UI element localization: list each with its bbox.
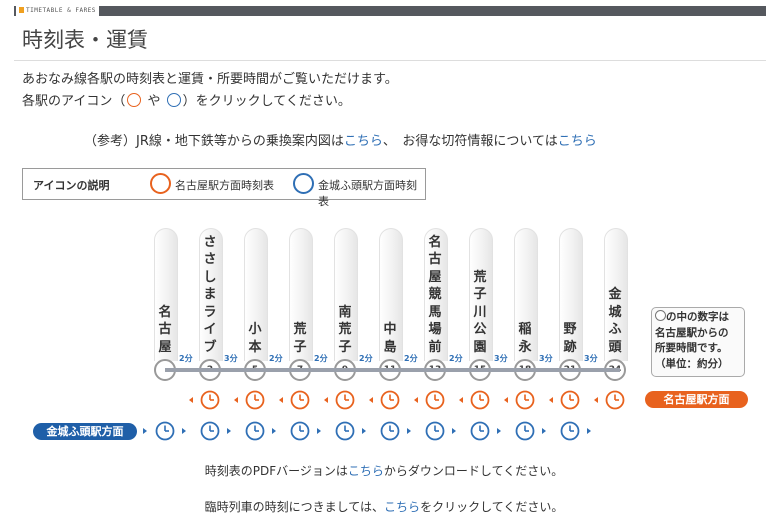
extra-train-note: 臨時列車の時刻につきましては、こちらをクリックしてください。: [204, 500, 564, 514]
arrow-left-icon: [414, 397, 418, 403]
travel-time-label: 2分: [179, 354, 193, 363]
direction-label-kinjofuto: 金城ふ頭駅方面: [33, 423, 137, 440]
arrow-left-icon: [189, 397, 193, 403]
travel-time-label: 3分: [494, 354, 508, 363]
travel-time-label: 2分: [449, 354, 463, 363]
arrow-left-icon: [594, 397, 598, 403]
clock-icon[interactable]: [200, 390, 220, 410]
legend-orange-label: 名古屋駅方面時刻表: [175, 179, 274, 192]
travel-time-label: 2分: [359, 354, 373, 363]
pdf-download-link[interactable]: こちら: [347, 464, 384, 478]
arrow-right-icon: [272, 428, 276, 434]
clock-icon: [293, 173, 314, 194]
route-line: [165, 368, 620, 372]
travel-time-label: 3分: [224, 354, 238, 363]
arrow-right-icon: [407, 428, 411, 434]
arrow-left-icon: [279, 397, 283, 403]
arrow-right-icon: [317, 428, 321, 434]
clock-icon[interactable]: [470, 390, 490, 410]
clock-icon[interactable]: [290, 421, 310, 441]
legend-title: アイコンの説明: [33, 179, 110, 192]
arrow-left-icon: [504, 397, 508, 403]
circle-icon: [655, 310, 666, 321]
station-pill: [154, 228, 178, 361]
travel-time-label: 2分: [269, 354, 283, 363]
station-name: 荒子: [293, 322, 307, 355]
icon-legend: アイコンの説明 名古屋駅方面時刻表 金城ふ頭駅方面時刻表: [22, 168, 426, 208]
arrow-right-icon: [497, 428, 501, 434]
station-name: 荒子川公園: [473, 269, 487, 355]
clock-icon[interactable]: [515, 421, 535, 441]
arrow-left-icon: [549, 397, 553, 403]
clock-icon[interactable]: [560, 390, 580, 410]
station-name: 名古屋: [158, 304, 172, 355]
station-name: 南荒子: [338, 304, 352, 355]
minutes-note: の中の数字は 名古屋駅からの 所要時間です。 （単位：約分）: [651, 307, 745, 377]
station-pill: [469, 228, 493, 361]
clock-icon[interactable]: [155, 421, 175, 441]
station-pill: [424, 228, 448, 361]
clock-icon[interactable]: [470, 421, 490, 441]
clock-icon[interactable]: [290, 390, 310, 410]
arrow-right-icon: [452, 428, 456, 434]
clock-icon[interactable]: [425, 390, 445, 410]
arrow-right-icon: [227, 428, 231, 434]
clock-icon-orange-sample: [127, 93, 142, 107]
title-divider: [14, 60, 766, 61]
arrow-left-icon: [234, 397, 238, 403]
station-pill: [379, 228, 403, 361]
clock-icon[interactable]: [245, 421, 265, 441]
travel-time-label: 2分: [314, 354, 328, 363]
pdf-note: 時刻表のPDFバージョンはこちらからダウンロードしてください。: [204, 464, 564, 478]
station-pill: [244, 228, 268, 361]
clock-icon[interactable]: [200, 421, 220, 441]
intro-text: あおなみ線各駅の時刻表と運賃・所要時間がご覧いただけます。 各駅のアイコン（ や…: [22, 72, 398, 109]
arrow-left-icon: [459, 397, 463, 403]
station-name: 名古屋競馬場前: [428, 234, 442, 355]
reference-text: （参考）JR線・地下鉄等からの乗換案内図はこちら、 お得な切符情報についてはこち…: [84, 134, 597, 149]
arrow-right-icon: [362, 428, 366, 434]
arrow-left-icon: [324, 397, 328, 403]
arrow-right-icon: [143, 428, 147, 434]
station-pill: [604, 228, 628, 361]
direction-label-nagoya: 名古屋駅方面: [645, 391, 748, 408]
transfer-map-link[interactable]: こちら: [343, 134, 383, 149]
travel-time-label: 3分: [539, 354, 553, 363]
bullet-icon: [19, 7, 24, 13]
extra-train-link[interactable]: こちら: [384, 500, 421, 514]
legend-blue-label: 金城ふ頭駅方面時刻表: [318, 179, 417, 208]
station-name: 小本: [248, 322, 262, 355]
clock-icon[interactable]: [335, 421, 355, 441]
ticket-info-link[interactable]: こちら: [557, 134, 597, 149]
page-title: 時刻表・運賃: [22, 28, 148, 52]
arrow-right-icon: [182, 428, 186, 434]
station-pill: [334, 228, 358, 361]
section-label: TIMETABLE & FARES: [16, 6, 99, 16]
station-name: 野跡: [563, 322, 577, 355]
clock-icon[interactable]: [335, 390, 355, 410]
station-name: 稲永: [518, 322, 532, 355]
clock-icon[interactable]: [245, 390, 265, 410]
arrow-right-icon: [542, 428, 546, 434]
clock-icon[interactable]: [605, 390, 625, 410]
clock-icon[interactable]: [425, 421, 445, 441]
clock-icon: [150, 173, 171, 194]
travel-time-label: 3分: [584, 354, 598, 363]
section-header-bar: TIMETABLE & FARES: [14, 6, 766, 16]
clock-icon[interactable]: [515, 390, 535, 410]
station-pill: [199, 228, 223, 361]
travel-time-label: 2分: [404, 354, 418, 363]
station-pill: [289, 228, 313, 361]
station-pill: [514, 228, 538, 361]
station-name: 中島: [383, 322, 397, 355]
clock-icon[interactable]: [380, 390, 400, 410]
station-pill: [559, 228, 583, 361]
station-name: 金城ふ頭: [608, 287, 622, 355]
station-name: ささしまライブ: [203, 234, 217, 355]
arrow-left-icon: [369, 397, 373, 403]
clock-icon[interactable]: [560, 421, 580, 441]
arrow-right-icon: [587, 428, 591, 434]
clock-icon[interactable]: [380, 421, 400, 441]
clock-icon-blue-sample: [166, 93, 181, 107]
